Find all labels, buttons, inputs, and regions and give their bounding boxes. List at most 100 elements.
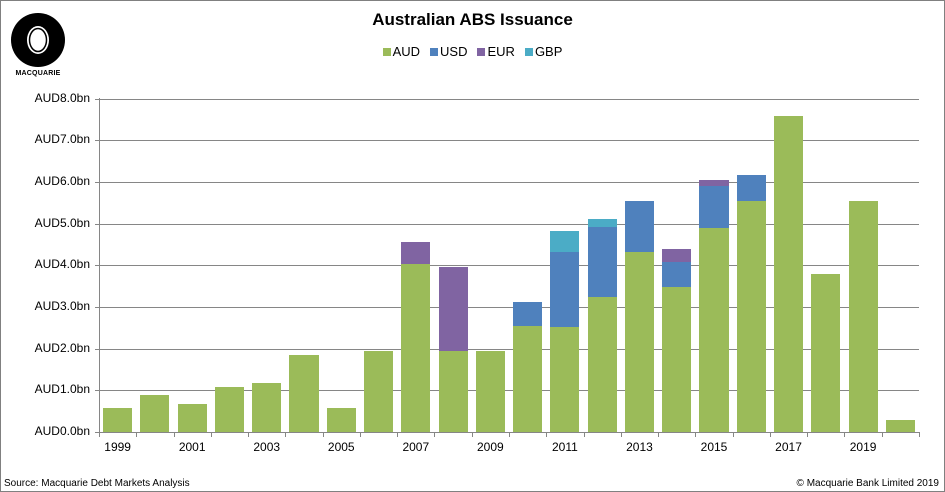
- bar-segment-gbp: [587, 219, 617, 227]
- bar-segment-aud: [848, 200, 878, 432]
- gridline: [99, 140, 919, 141]
- bar-segment-usd: [624, 200, 654, 253]
- gridline: [99, 99, 919, 100]
- bar-segment-eur: [662, 249, 692, 263]
- logo-text: MACQUARIE: [15, 70, 61, 77]
- x-tick: [136, 432, 137, 437]
- bar-2003: [252, 383, 282, 432]
- bar-segment-usd: [699, 186, 729, 228]
- y-tick-label: AUD6.0bn: [34, 174, 90, 188]
- bar-segment-usd: [736, 174, 766, 202]
- bar-2004: [289, 355, 319, 432]
- bar-2009: [475, 351, 505, 432]
- x-tick: [99, 432, 100, 437]
- bar-2020: [885, 419, 915, 432]
- bar-2001: [177, 404, 207, 432]
- x-tick: [509, 432, 510, 437]
- y-tick: [95, 99, 99, 100]
- y-tick: [95, 307, 99, 308]
- x-tick: [174, 432, 175, 437]
- bar-segment-aud: [736, 201, 766, 432]
- legend-swatch: [382, 47, 391, 56]
- x-tick: [695, 432, 696, 437]
- y-tick: [95, 390, 99, 391]
- gridline: [99, 390, 919, 391]
- macquarie-holey-dollar-icon: [11, 13, 65, 67]
- bar-2014: [662, 249, 692, 432]
- bar-segment-aud: [475, 351, 505, 432]
- x-tick: [360, 432, 361, 437]
- x-tick: [472, 432, 473, 437]
- x-tick: [248, 432, 249, 437]
- x-tick: [621, 432, 622, 437]
- x-tick-label: 2015: [700, 440, 728, 454]
- x-tick-label: 2001: [178, 440, 206, 454]
- x-tick: [770, 432, 771, 437]
- bar-segment-aud: [811, 274, 841, 432]
- bar-segment-aud: [624, 252, 654, 432]
- x-tick: [733, 432, 734, 437]
- legend-item-eur: EUR: [477, 44, 515, 59]
- copyright-note: © Macquarie Bank Limited 2019: [796, 478, 939, 489]
- x-tick: [919, 432, 920, 437]
- bar-segment-aud: [140, 394, 170, 432]
- bar-2019: [848, 200, 878, 432]
- x-tick-label: 1999: [104, 440, 131, 454]
- gridline: [99, 349, 919, 350]
- bar-2007: [401, 241, 431, 432]
- x-tick-label: 2007: [402, 440, 430, 454]
- x-tick-label: 2011: [552, 440, 578, 454]
- y-tick-label: AUD5.0bn: [34, 216, 90, 230]
- bar-segment-aud: [587, 297, 617, 432]
- bar-segment-eur: [699, 179, 729, 187]
- x-tick-label: 2019: [849, 440, 877, 454]
- bar-segment-usd: [587, 226, 617, 298]
- bar-2002: [214, 386, 244, 432]
- x-tick: [546, 432, 547, 437]
- bar-segment-usd: [513, 302, 543, 327]
- bar-2017: [774, 115, 804, 432]
- y-tick: [95, 140, 99, 141]
- bar-segment-eur: [401, 241, 431, 265]
- legend-swatch: [524, 47, 533, 56]
- legend-label: USD: [440, 44, 468, 59]
- y-tick: [95, 224, 99, 225]
- legend-item-aud: AUD: [382, 44, 420, 59]
- bar-segment-aud: [513, 326, 543, 432]
- bar-segment-aud: [401, 264, 431, 432]
- y-tick-label: AUD2.0bn: [34, 341, 90, 355]
- bar-segment-aud: [885, 419, 915, 432]
- y-tick-label: AUD8.0bn: [34, 91, 90, 105]
- y-tick: [95, 265, 99, 266]
- chart-legend: AUD USD EUR GBP: [0, 44, 945, 59]
- bar-segment-aud: [103, 408, 133, 432]
- legend-swatch: [430, 47, 439, 56]
- x-tick: [584, 432, 585, 437]
- x-tick-label: 2017: [775, 440, 802, 454]
- y-tick-label: AUD4.0bn: [34, 257, 90, 271]
- gridline: [99, 307, 919, 308]
- y-tick: [95, 182, 99, 183]
- bar-1999: [103, 408, 133, 432]
- macquarie-logo: MACQUARIE: [8, 12, 68, 82]
- x-tick: [285, 432, 286, 437]
- x-tick-label: 2009: [477, 440, 504, 454]
- bar-2018: [811, 274, 841, 432]
- bar-segment-usd: [550, 252, 580, 328]
- source-note: Source: Macquarie Debt Markets Analysis: [4, 478, 190, 489]
- y-tick-label: AUD1.0bn: [34, 382, 90, 396]
- x-tick: [844, 432, 845, 437]
- bar-2008: [438, 267, 468, 432]
- legend-item-gbp: GBP: [524, 44, 562, 59]
- bar-segment-aud: [364, 351, 394, 432]
- bar-2011: [550, 230, 580, 432]
- bar-2013: [624, 200, 654, 432]
- bar-segment-aud: [326, 408, 356, 432]
- bar-2000: [140, 394, 170, 432]
- bar-2005: [326, 408, 356, 432]
- legend-label: EUR: [487, 44, 515, 59]
- bar-2010: [513, 302, 543, 432]
- x-tick: [397, 432, 398, 437]
- bar-segment-aud: [438, 351, 468, 432]
- x-axis-line: [99, 432, 919, 433]
